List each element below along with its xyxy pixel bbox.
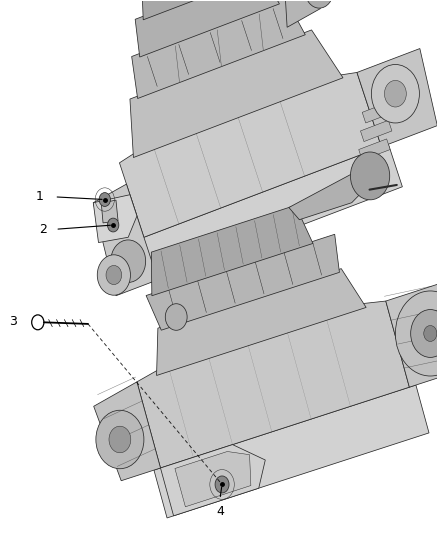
Polygon shape [359,139,390,160]
Circle shape [385,80,406,107]
Text: 2: 2 [39,223,46,236]
Circle shape [371,64,420,123]
Circle shape [99,192,110,206]
Polygon shape [151,205,313,296]
Polygon shape [362,102,394,123]
Polygon shape [154,385,429,518]
Polygon shape [137,144,403,282]
Circle shape [396,291,438,376]
Polygon shape [142,0,255,20]
Polygon shape [289,167,374,220]
Polygon shape [360,120,392,142]
Polygon shape [94,382,160,481]
Polygon shape [93,184,158,296]
Circle shape [111,240,146,282]
Polygon shape [137,301,410,468]
Polygon shape [357,49,437,147]
Polygon shape [120,72,381,237]
Polygon shape [160,445,265,516]
Text: 4: 4 [216,505,224,518]
Circle shape [215,476,229,493]
Circle shape [97,255,131,295]
Circle shape [165,304,187,330]
Circle shape [107,218,119,232]
Polygon shape [93,195,137,243]
Circle shape [96,410,144,469]
Circle shape [411,310,438,358]
Circle shape [106,265,122,285]
Text: 1: 1 [35,190,43,204]
Polygon shape [386,284,438,387]
Circle shape [350,152,390,200]
Polygon shape [146,235,339,330]
Polygon shape [156,269,366,375]
Circle shape [424,326,437,342]
Polygon shape [135,0,279,57]
Polygon shape [175,451,251,507]
Circle shape [109,426,131,453]
Polygon shape [130,30,343,158]
Text: 3: 3 [9,316,17,328]
Polygon shape [101,200,118,223]
Polygon shape [132,0,305,99]
Circle shape [305,0,333,8]
Polygon shape [286,0,320,27]
